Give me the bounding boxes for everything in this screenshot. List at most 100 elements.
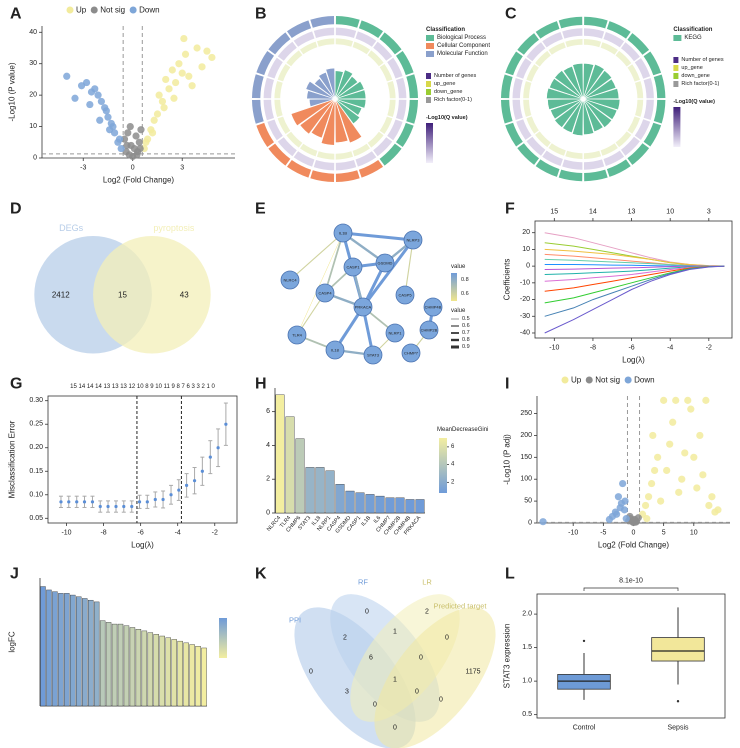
x-tick-label: 0 [131,165,135,172]
rich-factor-wedge [310,98,336,139]
node-label: NLRP3 [407,238,421,243]
point [711,508,719,516]
class-sector [256,51,274,76]
region-count: 6 [369,655,373,662]
colorbar-tick-label: 4 [451,462,455,468]
node [343,257,363,277]
updown-ring [600,143,618,156]
bar [64,593,70,707]
point [708,493,716,501]
x-tick-label: -3 [80,165,86,172]
y-axis-title: Misclassification Error [8,420,17,498]
y-tick-label: 0 [526,263,530,270]
point [200,469,204,473]
gene-ring [621,136,640,156]
point [165,85,173,93]
y-tick-label: 200 [520,432,532,439]
region-count: 2 [343,635,347,642]
legend-marker [624,376,632,384]
class-sector [653,99,666,124]
x-axis-title: Log(λ) [622,356,645,365]
point [663,466,671,475]
y-tick-label: 250 [520,410,532,417]
gene-ring [277,41,297,61]
y-tick-label: 0 [33,155,37,162]
class-sector [335,170,360,182]
point [681,449,689,457]
bar [171,639,177,707]
gene-ring [634,58,651,79]
y-tick-label: 0.5 [522,711,532,718]
coefficient-path [544,248,725,267]
point [169,493,173,497]
point [172,78,180,87]
updown-ring [367,131,384,148]
point [130,504,134,509]
updown-ring [615,131,632,148]
x-tick-label: -4 [667,345,673,352]
y-axis-title: logFC [8,631,17,653]
x-tick-label: IL18 [311,515,322,527]
x-tick-label: -6 [138,530,144,537]
bar [76,596,82,707]
plot-frame [536,593,726,719]
x-axis-title: Log(λ) [131,541,154,550]
updown-ring [352,143,370,157]
panel-letter: E [255,201,266,218]
updown-ring [317,151,335,160]
p-value: 8.1e-10 [619,578,643,585]
y-axis-title: Coefficients [503,259,512,301]
point [198,63,206,71]
bar [189,644,195,707]
point [136,144,144,153]
y-tick-label: -10 [520,279,530,286]
top-tick-label: 10 [666,209,674,216]
class-sector [287,160,312,178]
y-tick-label: 0.15 [29,468,43,475]
bar [177,640,183,707]
class-sector [643,51,662,76]
region-count: 15 [118,290,127,299]
legend-swatch [673,57,679,63]
node [287,325,307,345]
updown-ring [335,38,353,47]
y-tick-label: 0.25 [29,421,43,428]
x-tick-label: 5 [662,530,666,537]
bar [165,637,171,707]
gene-ring [267,57,283,79]
node-label: TLR4 [292,333,303,338]
point [150,116,158,124]
scale-title: -Log10(Q value) [426,115,468,121]
legend-label: Down [139,6,159,15]
panel: K PPI RF LR Predicted target 0 2 2 1 0 0 6 0 1175 1 3 0 0… [255,566,496,748]
updown-ring [286,50,303,67]
gene-ring [562,28,583,39]
node-label: CASP4 [318,291,332,296]
region-count: 0 [365,609,369,616]
legend-label: Number of genes [434,73,476,79]
updown-ring [548,42,566,55]
class-sector [517,33,539,55]
gene-ring [355,31,377,47]
bar [99,620,106,707]
gene-ring [355,151,377,167]
point [170,94,178,102]
point [75,500,79,504]
rich-factor-wedge [290,98,336,127]
plot-frame [534,220,733,339]
edge [361,239,415,308]
updown-ring [615,50,632,67]
legend-label: Not sig [595,376,620,385]
colorbar-tick-label: 0.8 [461,277,469,283]
coefficient-path [544,265,725,292]
region-count: 0 [419,655,423,662]
legend-swatch [426,43,434,49]
bar [405,499,415,514]
class-sector [310,170,335,182]
region-count: 2412 [52,290,70,299]
class-sector [252,99,264,124]
colorbar-title: MeanDecreaseGini [437,427,488,433]
class-sector [256,122,274,147]
class-sector [505,51,523,76]
gene-ring [267,119,283,141]
